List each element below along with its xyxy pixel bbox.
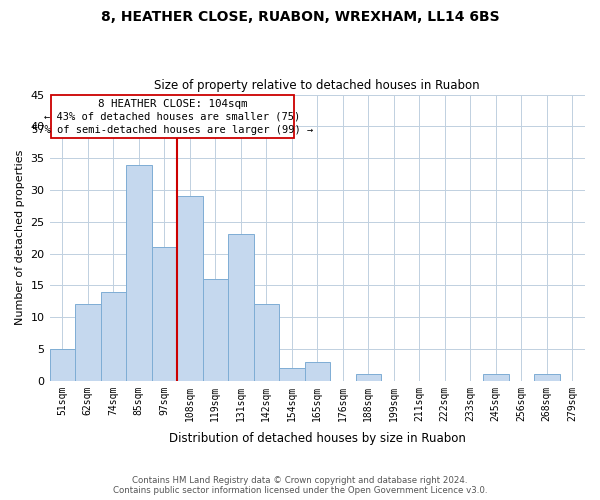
Text: 57% of semi-detached houses are larger (99) →: 57% of semi-detached houses are larger (… (32, 125, 313, 135)
Text: ← 43% of detached houses are smaller (75): ← 43% of detached houses are smaller (75… (44, 112, 301, 122)
Bar (50, 349, 75, 381)
Bar (228, 234, 254, 381)
FancyBboxPatch shape (51, 94, 295, 138)
Text: 8 HEATHER CLOSE: 104sqm: 8 HEATHER CLOSE: 104sqm (98, 99, 247, 109)
Bar (203, 279, 228, 381)
X-axis label: Distribution of detached houses by size in Ruabon: Distribution of detached houses by size … (169, 432, 466, 445)
Bar (177, 196, 203, 381)
Bar (101, 292, 126, 381)
Bar (356, 374, 381, 381)
Y-axis label: Number of detached properties: Number of detached properties (15, 150, 25, 326)
Title: Size of property relative to detached houses in Ruabon: Size of property relative to detached ho… (154, 79, 480, 92)
Bar (126, 164, 152, 381)
Text: 8, HEATHER CLOSE, RUABON, WREXHAM, LL14 6BS: 8, HEATHER CLOSE, RUABON, WREXHAM, LL14 … (101, 10, 499, 24)
Bar (254, 304, 279, 381)
Bar (305, 362, 330, 381)
Bar (279, 368, 305, 381)
Text: Contains HM Land Registry data © Crown copyright and database right 2024.
Contai: Contains HM Land Registry data © Crown c… (113, 476, 487, 495)
Bar (152, 247, 177, 381)
Bar (483, 374, 509, 381)
Bar (534, 374, 560, 381)
Bar (75, 304, 101, 381)
